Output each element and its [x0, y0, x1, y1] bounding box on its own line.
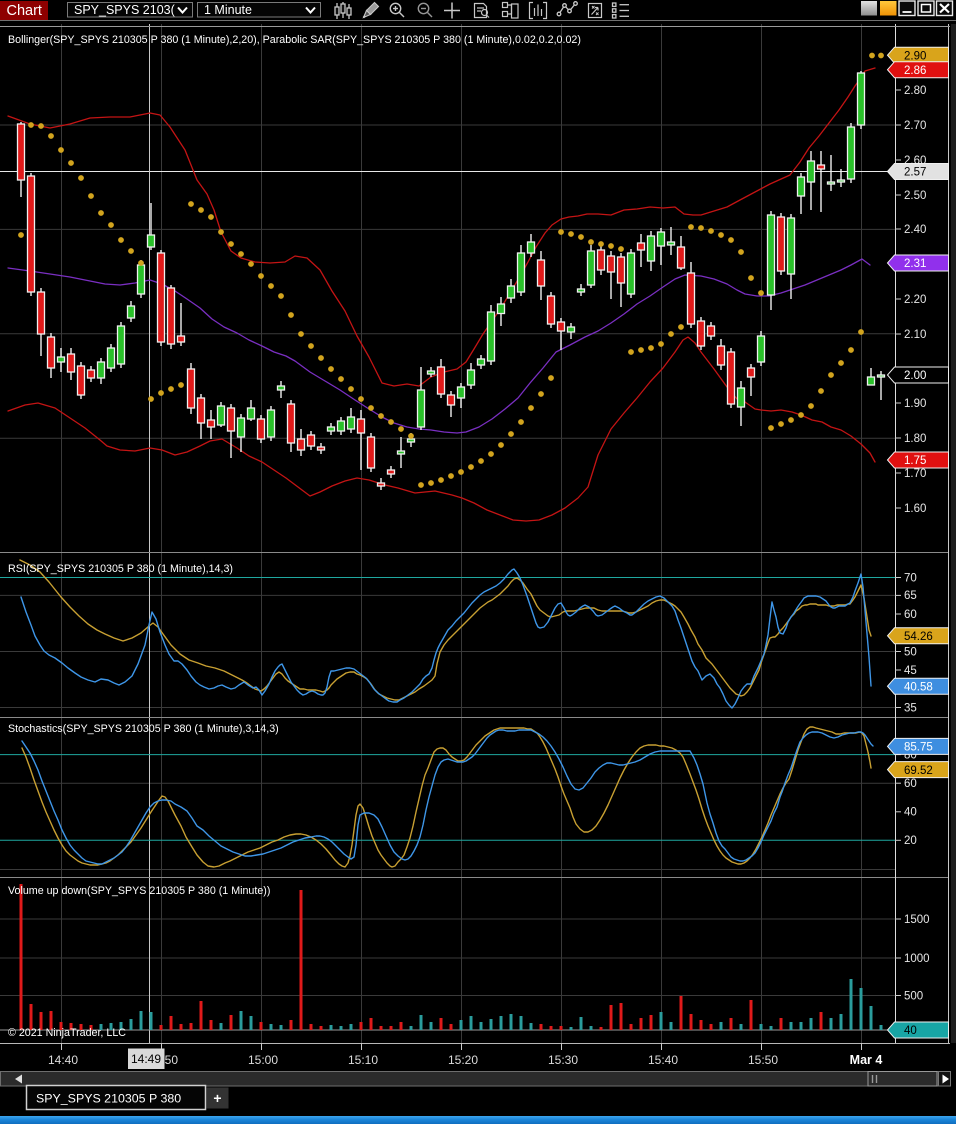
svg-text:1.75: 1.75 — [904, 455, 926, 467]
svg-text:500: 500 — [904, 990, 923, 1002]
svg-text:Volume up down(SPY_SPYS 210305: Volume up down(SPY_SPYS 210305 P 380 (1 … — [8, 885, 270, 897]
svg-text:65: 65 — [904, 590, 917, 602]
svg-text:40.58: 40.58 — [904, 681, 933, 693]
svg-text:60: 60 — [904, 609, 917, 621]
svg-text:15:40: 15:40 — [648, 1053, 678, 1067]
svg-text:2.31: 2.31 — [904, 258, 926, 270]
svg-text:15:00: 15:00 — [248, 1053, 278, 1067]
svg-text:2.20: 2.20 — [904, 294, 926, 306]
svg-text:69.52: 69.52 — [904, 765, 933, 777]
svg-text:2.86: 2.86 — [904, 65, 926, 77]
svg-text:14:49: 14:49 — [131, 1052, 161, 1066]
svg-text:15:20: 15:20 — [448, 1053, 478, 1067]
svg-text:2.00: 2.00 — [904, 370, 926, 382]
svg-text:Stochastics(SPY_SPYS 210305 P: Stochastics(SPY_SPYS 210305 P 380 (1 Min… — [8, 723, 279, 735]
svg-text:15:30: 15:30 — [548, 1053, 578, 1067]
svg-text:54.26: 54.26 — [904, 631, 933, 643]
svg-text:Bollinger(SPY_SPYS 210305 P 38: Bollinger(SPY_SPYS 210305 P 380 (1 Minut… — [8, 34, 581, 46]
svg-text:+: + — [213, 1090, 221, 1106]
svg-text:20: 20 — [904, 835, 917, 847]
svg-text:2.70: 2.70 — [904, 120, 926, 132]
svg-text:1500: 1500 — [904, 914, 930, 926]
svg-text:35: 35 — [904, 702, 917, 714]
svg-text:2.50: 2.50 — [904, 190, 926, 202]
svg-text:40: 40 — [904, 807, 917, 819]
svg-text:1.80: 1.80 — [904, 433, 926, 445]
svg-text:1000: 1000 — [904, 953, 930, 965]
svg-text:RSI(SPY_SPYS 210305 P 380 (1 M: RSI(SPY_SPYS 210305 P 380 (1 Minute),14,… — [8, 563, 233, 575]
svg-text:2.80: 2.80 — [904, 85, 926, 97]
svg-text:2.90: 2.90 — [904, 50, 926, 62]
svg-text:2.40: 2.40 — [904, 224, 926, 236]
svg-text:40: 40 — [904, 1025, 917, 1037]
svg-text:Chart: Chart — [7, 3, 42, 19]
svg-text:2.10: 2.10 — [904, 329, 926, 341]
svg-text:© 2021 NinjaTrader, LLC: © 2021 NinjaTrader, LLC — [8, 1027, 126, 1039]
svg-text:70: 70 — [904, 572, 917, 584]
svg-text:2.57: 2.57 — [904, 167, 926, 179]
svg-text:SPY_SPYS 210305 P 380: SPY_SPYS 210305 P 380 — [36, 1092, 181, 1106]
svg-text:15:10: 15:10 — [348, 1053, 378, 1067]
svg-text:SPY_SPYS 2103(: SPY_SPYS 2103( — [74, 3, 176, 17]
svg-text:14:40: 14:40 — [48, 1053, 78, 1067]
svg-text:Mar 4: Mar 4 — [850, 1053, 883, 1067]
svg-text:15:50: 15:50 — [748, 1053, 778, 1067]
svg-text:85.75: 85.75 — [904, 742, 933, 754]
svg-text:60: 60 — [904, 778, 917, 790]
svg-text:45: 45 — [904, 665, 917, 677]
svg-text:50: 50 — [904, 646, 917, 658]
svg-text:1.60: 1.60 — [904, 503, 926, 515]
svg-text:1.90: 1.90 — [904, 398, 926, 410]
svg-text:1 Minute: 1 Minute — [204, 3, 252, 17]
svg-text:1.70: 1.70 — [904, 468, 926, 480]
